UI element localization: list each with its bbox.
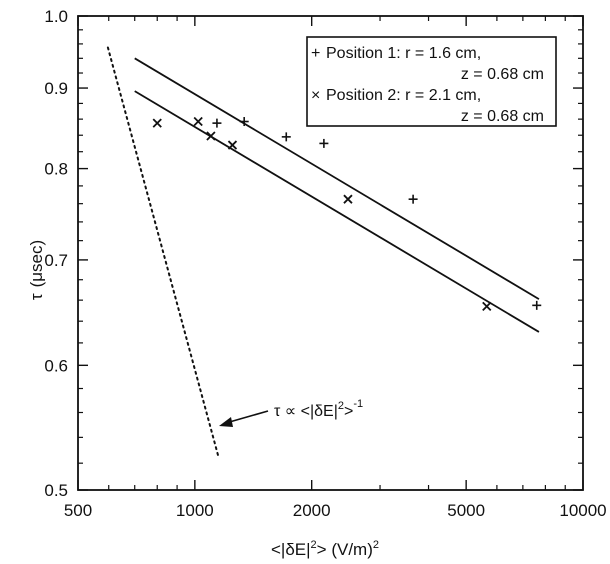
x-axis-label-main: <|δE|: [271, 540, 311, 559]
x-axis-label-mid: > (V/m): [317, 540, 373, 559]
cross-marker-b: [152, 118, 162, 128]
cross-marker-b: [193, 116, 203, 127]
cross-marker-b: [482, 301, 492, 312]
x-axis-label: <|δE|2> (V/m)2: [271, 539, 379, 559]
legend-entry-1-line2: z = 0.68 cm: [461, 66, 544, 83]
annotation-sup2: -1: [353, 398, 363, 410]
annotation-sup1: 2: [338, 400, 344, 412]
x-tick-label: 2000: [293, 501, 331, 520]
plot-area-border: [77, 15, 584, 491]
legend-entry-1-line1: Position 1: r = 1.6 cm,: [326, 45, 481, 62]
reference-line-group: [106, 46, 220, 458]
data-markers: [152, 116, 542, 312]
x-tick-label: 500: [64, 501, 92, 520]
y-tick-label: 0.9: [44, 79, 68, 98]
plus-marker-series-1: [532, 300, 542, 310]
y-tick-label: 0.5: [44, 481, 68, 500]
legend-symbol-1: +: [311, 45, 320, 62]
cross-marker-series-2: [227, 140, 238, 150]
x-tick-label: 1000: [176, 501, 214, 520]
x-tick-label: 5000: [447, 501, 485, 520]
reference-annotation: τ ∝ <|δE|2>-1: [219, 398, 363, 427]
y-tick-label: 0.8: [44, 160, 68, 179]
fit-lines: [134, 57, 540, 333]
x-axis-label-sup2: 2: [373, 539, 379, 551]
fit-line-series-2: [134, 90, 540, 333]
x-tick-label: 10000: [559, 501, 606, 520]
cross-marker-b: [343, 194, 353, 204]
fit-line-series-1: [134, 57, 540, 300]
annotation-arrow-head: [219, 417, 233, 427]
cross-marker-series-2: [193, 116, 203, 127]
legend: + Position 1: r = 1.6 cm, z = 0.68 cm × …: [306, 36, 557, 127]
legend-entry-2-line2: z = 0.68 cm: [461, 108, 544, 125]
plus-marker-series-1: [408, 194, 418, 204]
reference-line: [106, 46, 220, 458]
plus-marker-series-1: [239, 117, 249, 127]
cross-marker-b: [227, 140, 238, 150]
plus-marker-series-1: [281, 132, 291, 142]
legend-symbol-2: ×: [311, 87, 320, 104]
cross-marker-b: [206, 131, 216, 141]
plot-frame: [77, 15, 584, 491]
legend-box: [306, 36, 557, 127]
cross-marker-series-2: [152, 118, 162, 128]
cross-marker-series-2: [343, 194, 353, 204]
y-axis-label: τ (μsec): [27, 240, 46, 300]
y-axis-label-tau: τ: [27, 293, 46, 300]
annotation-arrow-line: [225, 410, 269, 424]
y-tick-label: 0.6: [44, 356, 68, 375]
annotation-label: τ ∝ <|δE|2>-1: [274, 398, 363, 420]
y-tick-label: 1.0: [44, 7, 68, 26]
annotation-main: τ ∝ <|δE|: [274, 403, 338, 420]
cross-marker-series-2: [206, 131, 216, 141]
x-axis-label-sup1: 2: [311, 539, 317, 551]
y-tick-label: 0.7: [44, 251, 68, 270]
cross-marker-series-2: [482, 301, 492, 312]
x-axis-ticks: 500 1000 2000 5000 10000: [64, 16, 607, 520]
annotation-mid: >: [344, 403, 353, 420]
plus-marker-series-1: [319, 138, 329, 148]
y-axis-label-unit: (μsec): [27, 240, 46, 288]
legend-entry-2-line1: Position 2: r = 2.1 cm,: [326, 87, 481, 104]
y-axis-ticks: 0.5 0.6 0.7 0.8 0.9 1.0: [44, 7, 583, 500]
plus-marker-series-1: [212, 118, 222, 128]
